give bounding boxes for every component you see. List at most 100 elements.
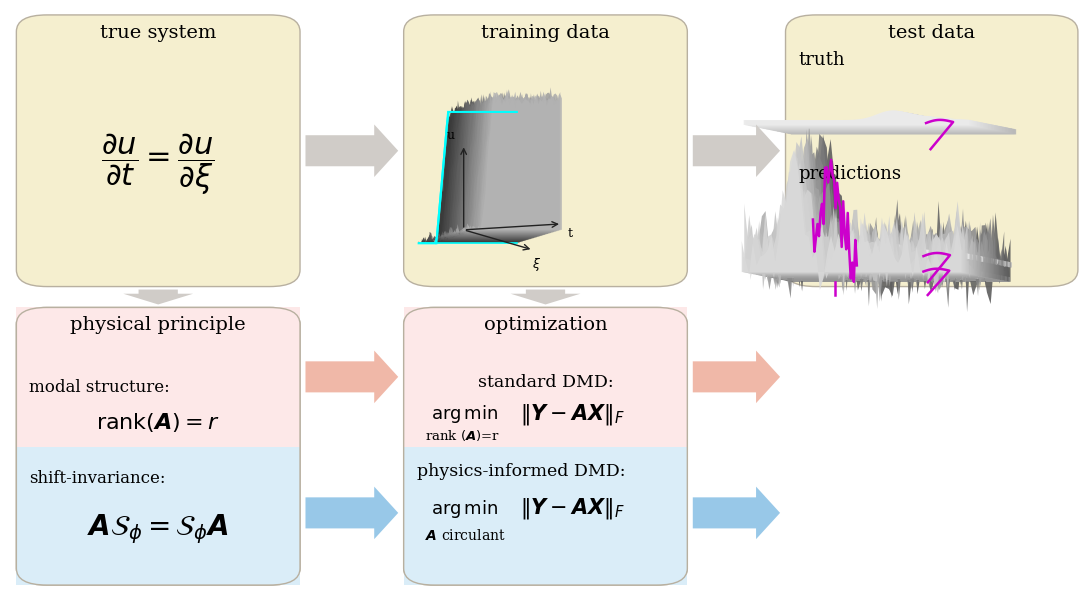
Polygon shape (783, 266, 998, 279)
Text: modal structure:: modal structure: (29, 380, 170, 396)
Polygon shape (123, 290, 193, 304)
Polygon shape (774, 162, 993, 289)
Text: test data: test data (888, 24, 975, 42)
Polygon shape (766, 115, 991, 130)
Polygon shape (763, 247, 983, 262)
Polygon shape (758, 247, 979, 261)
Polygon shape (766, 248, 987, 263)
Polygon shape (427, 101, 525, 241)
Polygon shape (758, 159, 978, 309)
Polygon shape (764, 248, 984, 262)
Polygon shape (766, 263, 981, 276)
Polygon shape (750, 260, 964, 273)
Polygon shape (444, 96, 542, 236)
Polygon shape (766, 153, 985, 294)
Polygon shape (431, 101, 529, 239)
Polygon shape (759, 113, 984, 128)
Polygon shape (768, 248, 988, 263)
Polygon shape (764, 114, 988, 129)
Polygon shape (772, 116, 998, 131)
Polygon shape (780, 251, 1000, 265)
Polygon shape (449, 93, 548, 234)
Text: truth: truth (799, 51, 846, 69)
Polygon shape (782, 251, 1004, 266)
Polygon shape (779, 251, 999, 265)
Polygon shape (511, 290, 580, 304)
Polygon shape (793, 269, 1008, 282)
Polygon shape (777, 250, 998, 265)
Polygon shape (439, 97, 537, 237)
Polygon shape (778, 266, 993, 278)
Polygon shape (750, 136, 969, 279)
Polygon shape (760, 114, 985, 128)
Polygon shape (760, 141, 980, 279)
Polygon shape (753, 245, 973, 260)
Text: true system: true system (100, 24, 216, 42)
Polygon shape (767, 115, 993, 130)
Polygon shape (744, 162, 963, 279)
Text: $\dfrac{\partial u}{\partial t} = \dfrac{\partial u}{\partial \xi}$: $\dfrac{\partial u}{\partial t} = \dfrac… (101, 131, 215, 197)
Polygon shape (781, 160, 1000, 301)
Polygon shape (746, 111, 972, 125)
Polygon shape (446, 94, 544, 235)
Polygon shape (453, 94, 551, 233)
Polygon shape (790, 268, 1006, 281)
Polygon shape (419, 104, 517, 244)
Polygon shape (750, 245, 971, 259)
Polygon shape (460, 89, 559, 231)
Polygon shape (791, 173, 1010, 298)
Polygon shape (788, 167, 1007, 296)
Polygon shape (775, 156, 994, 291)
Polygon shape (435, 100, 533, 238)
Polygon shape (770, 150, 991, 287)
Polygon shape (754, 245, 975, 260)
Polygon shape (783, 164, 1003, 300)
Polygon shape (763, 263, 979, 275)
Polygon shape (748, 142, 968, 293)
Polygon shape (774, 250, 994, 264)
Polygon shape (777, 117, 1003, 132)
Polygon shape (428, 100, 526, 241)
Polygon shape (464, 90, 562, 230)
Text: training data: training data (481, 24, 610, 42)
Polygon shape (790, 253, 1010, 267)
Polygon shape (744, 110, 969, 125)
Polygon shape (762, 114, 987, 128)
Bar (16, 307, 300, 447)
Polygon shape (745, 152, 966, 287)
Polygon shape (772, 264, 987, 278)
Polygon shape (752, 260, 968, 273)
Polygon shape (752, 245, 972, 260)
Polygon shape (760, 262, 975, 275)
Polygon shape (456, 91, 554, 232)
Polygon shape (437, 96, 536, 238)
Polygon shape (791, 253, 1011, 267)
Polygon shape (789, 267, 1004, 281)
Polygon shape (784, 267, 1000, 280)
Polygon shape (772, 164, 992, 298)
Polygon shape (769, 248, 990, 263)
Polygon shape (764, 263, 980, 276)
Polygon shape (787, 252, 1008, 267)
Bar (404, 307, 687, 447)
Polygon shape (305, 350, 398, 403)
Polygon shape (786, 137, 1006, 293)
Polygon shape (755, 261, 970, 274)
Polygon shape (779, 266, 995, 279)
Polygon shape (779, 118, 1004, 132)
Polygon shape (781, 118, 1006, 133)
Polygon shape (770, 249, 992, 263)
Polygon shape (457, 93, 555, 232)
Polygon shape (767, 263, 982, 276)
FancyBboxPatch shape (404, 15, 687, 287)
Polygon shape (762, 262, 976, 275)
Text: shift-invariance:: shift-invariance: (29, 470, 166, 487)
Text: $\mathrm{rank}(\boldsymbol{A}) = r$: $\mathrm{rank}(\boldsymbol{A}) = r$ (96, 411, 220, 434)
Polygon shape (423, 97, 521, 242)
Polygon shape (759, 247, 981, 261)
Polygon shape (771, 249, 993, 264)
Polygon shape (693, 124, 780, 177)
Polygon shape (756, 139, 975, 281)
Polygon shape (782, 118, 1008, 133)
Polygon shape (744, 244, 966, 259)
